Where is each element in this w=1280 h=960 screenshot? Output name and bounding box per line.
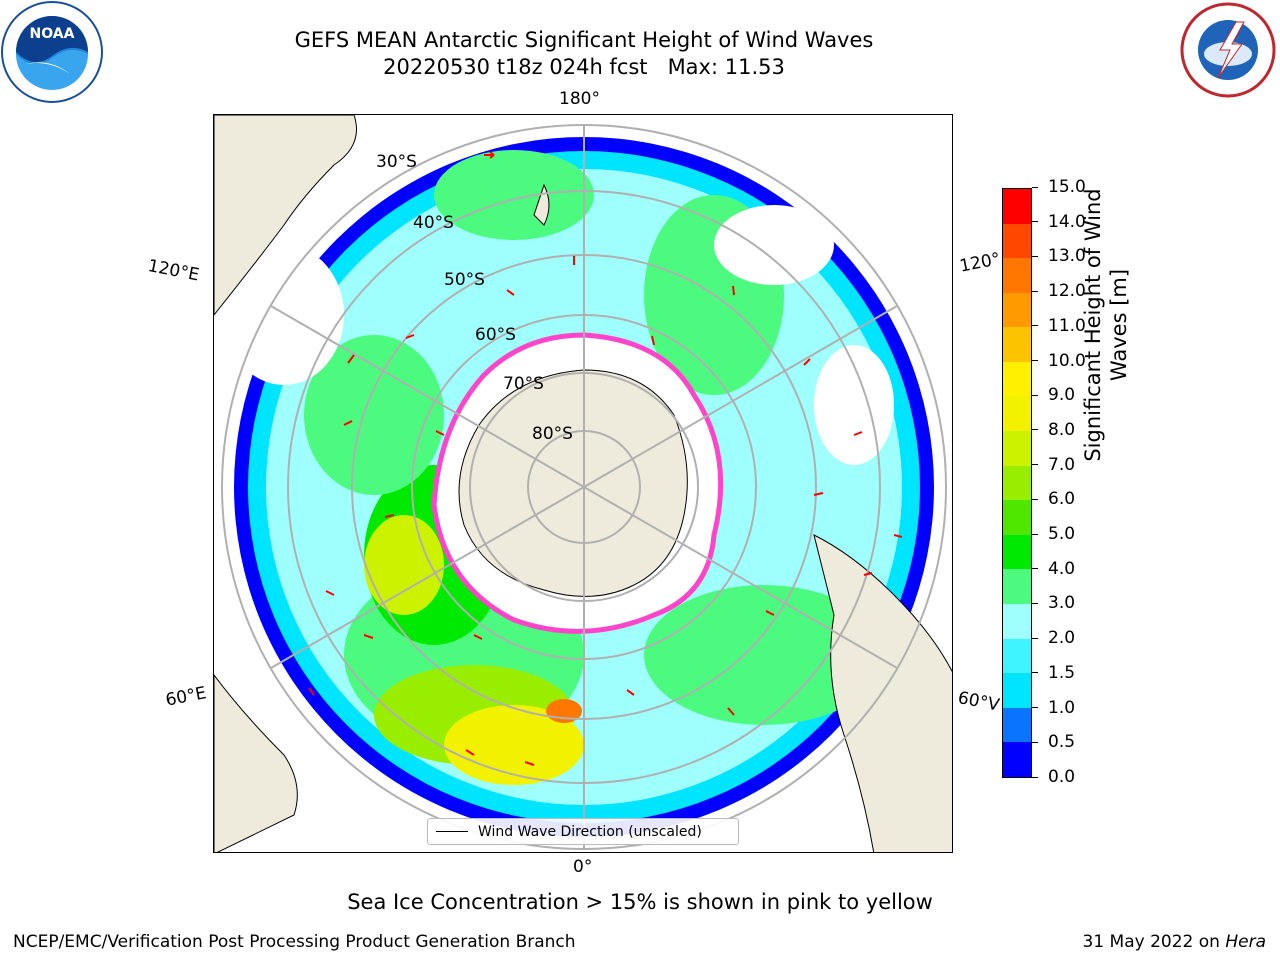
polar-map [213, 114, 953, 853]
noaa-logo-text: NOAA [30, 26, 75, 42]
colorbar-tick-label: 12.0 [1032, 281, 1086, 301]
wind-wave-arrows [308, 151, 903, 766]
colorbar-swatch [1003, 534, 1031, 570]
colorbar-tick-label: 1.5 [1032, 663, 1075, 683]
colorbar-swatch [1003, 292, 1031, 328]
colorbar-swatch [1003, 396, 1031, 432]
colorbar-swatch [1003, 604, 1031, 639]
latitude-label-30s: 30°S [376, 152, 417, 172]
sea-ice-caption: Sea Ice Concentration > 15% is shown in … [347, 890, 933, 914]
footer-date-text: 31 May 2022 on [1082, 932, 1226, 952]
colorbar-swatch [1003, 569, 1031, 605]
footer-branch: NCEP/EMC/Verification Post Processing Pr… [13, 932, 576, 952]
longitude-label-upper-left: 120°E [146, 256, 201, 286]
colorbar-tick-label: 10.0 [1032, 351, 1086, 371]
chart-title: GEFS MEAN Antarctic Significant Height o… [294, 28, 874, 52]
latitude-label-80s: 80°S [532, 424, 573, 444]
longitude-label-bottom: 0° [573, 857, 593, 877]
latitude-label-60s: 60°S [475, 325, 516, 345]
land-australia [214, 115, 357, 316]
latitude-label-70s: 70°S [503, 374, 544, 394]
colorbar-label: Significant Height of Wind Waves [m] [1081, 188, 1131, 462]
colorbar-swatch [1003, 465, 1031, 501]
colorbar-tick-label: 1.0 [1032, 698, 1075, 718]
colorbar-tick-label: 6.0 [1032, 489, 1075, 509]
footer-date: 31 May 2022 on Hera [1083, 932, 1267, 952]
colorbar-swatch [1003, 431, 1031, 466]
colorbar-swatch [1003, 673, 1031, 708]
colorbar-tick-label: 0.0 [1032, 767, 1075, 787]
colorbar-tick-label: 0.5 [1032, 732, 1075, 752]
colorbar-tick-label: 9.0 [1032, 385, 1075, 405]
colorbar-swatch [1003, 638, 1031, 674]
colorbar-swatch [1003, 707, 1031, 743]
polar-map-canvas [214, 115, 952, 852]
colorbar-tick-label: 13.0 [1032, 246, 1086, 266]
legend-line-icon [436, 831, 468, 832]
colorbar-tick-label: 2.0 [1032, 628, 1075, 648]
longitude-label-lower-left: 60°E [164, 683, 208, 711]
colorbar-tick-label: 15.0 [1032, 177, 1086, 197]
latitude-label-40s: 40°S [413, 213, 454, 233]
colorbar-tick-label: 7.0 [1032, 455, 1075, 475]
longitude-label-lower-right: 60°V [956, 688, 1001, 716]
longitude-label-top: 180° [559, 89, 600, 109]
colorbar-tick-label: 3.0 [1032, 593, 1075, 613]
colorbar-tick-label: 5.0 [1032, 524, 1075, 544]
colorbar [1002, 188, 1032, 778]
national-weather-service-logo [1176, 0, 1280, 100]
chart-subtitle: 20220530 t18z 024h fcst Max: 11.53 [383, 55, 785, 79]
footer-host: Hera [1225, 932, 1266, 952]
longitude-label-upper-right: 120° [958, 249, 1003, 277]
noaa-logo: NOAA [0, 0, 104, 104]
legend-label: Wind Wave Direction (unscaled) [478, 823, 702, 840]
colorbar-tick-label: 4.0 [1032, 559, 1075, 579]
colorbar-swatch [1003, 742, 1031, 777]
colorbar-tick-label: 14.0 [1032, 212, 1086, 232]
map-legend: Wind Wave Direction (unscaled) [427, 818, 739, 845]
colorbar-swatch [1003, 500, 1031, 535]
latitude-label-50s: 50°S [444, 270, 485, 290]
colorbar-swatch [1003, 188, 1031, 224]
colorbar-swatch [1003, 223, 1031, 259]
colorbar-swatch [1003, 327, 1031, 362]
land-south-africa [214, 674, 298, 852]
colorbar-tick-label: 8.0 [1032, 420, 1075, 440]
colorbar-swatch [1003, 361, 1031, 397]
colorbar-swatch [1003, 258, 1031, 293]
colorbar-tick-label: 11.0 [1032, 316, 1086, 336]
